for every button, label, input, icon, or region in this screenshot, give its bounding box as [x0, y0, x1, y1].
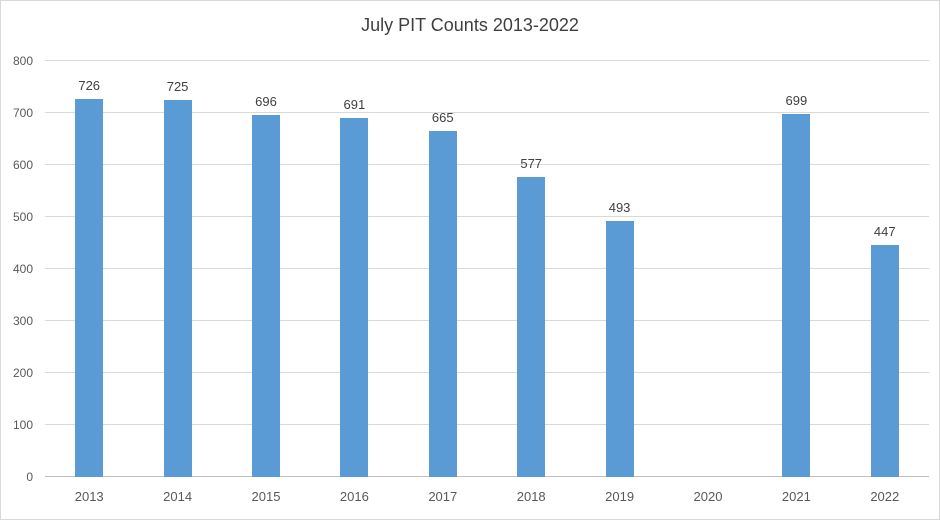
bar-value-label: 447 [873, 223, 896, 239]
gridline [45, 60, 929, 61]
bar-slot-2016: 691 [310, 61, 398, 477]
x-axis-tick-label: 2022 [870, 489, 900, 504]
bar-2013 [75, 99, 104, 477]
bar-value-label: 577 [520, 155, 543, 171]
gridline [45, 320, 929, 321]
y-axis-tick-label: 400 [12, 262, 33, 276]
bar-value-label: 665 [431, 110, 454, 126]
gridline [45, 372, 929, 373]
x-axis-tick-label: 2015 [251, 489, 281, 504]
bar-slot-2019: 493 [575, 61, 663, 477]
x-axis: 2013 2014 2015 2016 2017 2018 2019 2020 2021 2022 [45, 489, 929, 507]
bar-value-label: 696 [255, 94, 277, 110]
bar-slot-2018: 577 [487, 61, 575, 477]
bar-value-label: 691 [343, 96, 366, 112]
bar-2018 [517, 176, 546, 477]
y-axis-tick-label: 200 [12, 366, 33, 380]
x-axis-tick-label: 2018 [516, 489, 546, 504]
bar-2015 [251, 115, 280, 477]
gridline [45, 112, 929, 113]
bar-slot-2017: 665 [399, 61, 487, 477]
y-axis-tick-label: 700 [12, 106, 33, 120]
bar-value-label: 725 [166, 79, 189, 94]
x-axis-tick-label: 2014 [163, 489, 193, 504]
y-axis-tick-label: 300 [12, 314, 33, 328]
bar-value-label: 493 [608, 199, 631, 215]
bar-slot-2014: 725 [133, 61, 221, 477]
y-axis-tick-label: 600 [12, 158, 33, 172]
gridline [45, 424, 929, 425]
plot-area: 726 725 696 691 665 577 493 699 447 [45, 60, 929, 477]
x-axis-tick-label: 2021 [781, 489, 811, 504]
y-axis: 0 100 200 300 400 500 600 700 800 [1, 55, 39, 483]
x-axis-tick-label: 2017 [428, 489, 458, 504]
y-axis-tick-label: 0 [26, 470, 33, 484]
bar-2016 [340, 117, 369, 477]
x-axis-tick-label: 2019 [605, 489, 635, 504]
y-axis-tick-label: 100 [12, 418, 33, 432]
bar-value-label: 726 [78, 78, 101, 94]
bar-2019 [605, 220, 634, 477]
x-axis-tick-label: 2016 [339, 489, 369, 504]
bar-2022 [870, 244, 899, 477]
gridline [45, 164, 929, 165]
bar-value-label: 699 [785, 92, 808, 108]
bar-slot-2021: 699 [752, 61, 840, 477]
bar-slot-2013: 726 [45, 61, 133, 477]
x-axis-tick-label: 2020 [693, 489, 723, 504]
x-axis-tick-label: 2013 [74, 489, 104, 504]
bar-2014 [163, 100, 192, 477]
bar-2017 [428, 131, 457, 477]
bar-slot-2020 [664, 61, 752, 477]
gridline [45, 216, 929, 217]
bar-2021 [782, 113, 811, 477]
bar-slot-2015: 696 [222, 61, 310, 477]
y-axis-tick-label: 500 [12, 210, 33, 224]
gridline [45, 268, 929, 269]
x-axis-line [45, 476, 929, 477]
bar-slot-2022: 447 [841, 61, 929, 477]
y-axis-tick-label: 800 [12, 54, 33, 68]
chart-title: July PIT Counts 2013-2022 [361, 15, 579, 35]
